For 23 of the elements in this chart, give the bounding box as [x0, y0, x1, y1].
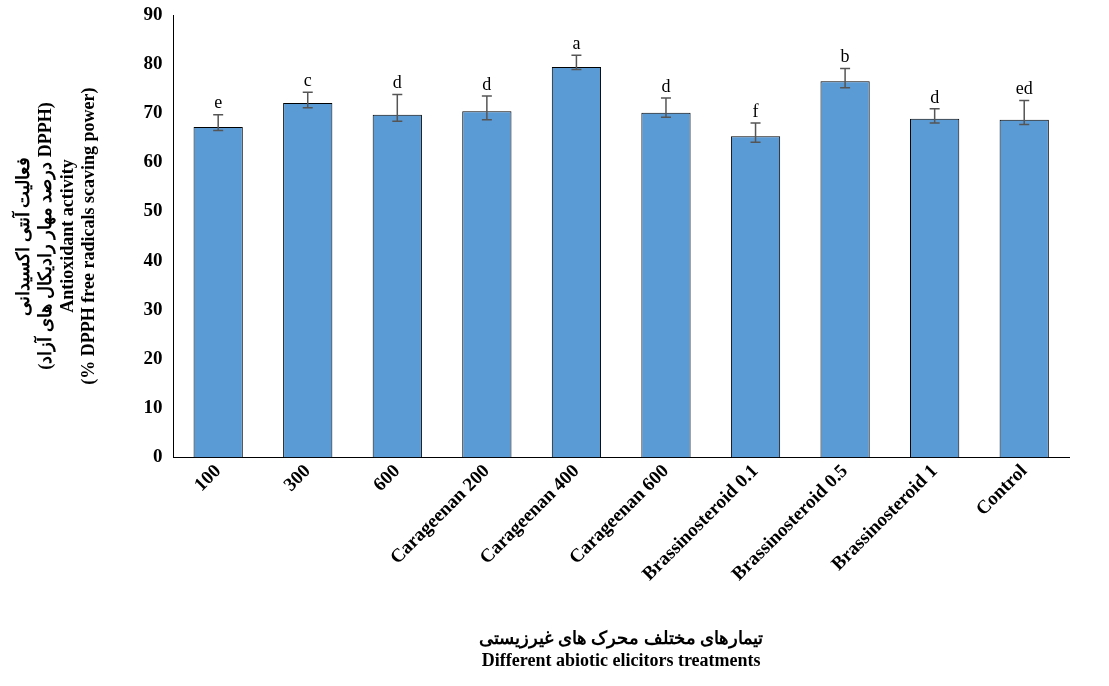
x-tick-label: 100	[189, 459, 225, 495]
y-tick-label: 30	[143, 297, 163, 319]
annotation: d	[392, 72, 402, 93]
y-tick-label: 90	[143, 2, 163, 24]
annotation: a	[572, 33, 581, 54]
x-tick-label: 600	[368, 459, 404, 495]
annotation: b	[840, 46, 850, 67]
y-tick-label: 50	[143, 199, 163, 221]
annotation: d	[482, 73, 492, 94]
x-tick-label: 300	[279, 459, 315, 495]
y-tick-label: 0	[152, 445, 163, 467]
annotation: ed	[1015, 78, 1033, 99]
y-tick-label: 20	[143, 346, 163, 368]
annotation: d	[930, 86, 940, 107]
annotation: d	[661, 75, 671, 96]
y-tick-label: 80	[143, 52, 163, 74]
annotation: c	[303, 69, 312, 90]
y-tick-label: 60	[143, 150, 163, 172]
annotation: f	[752, 100, 759, 121]
y-tick-label: 40	[143, 248, 163, 270]
annotation: e	[214, 92, 223, 113]
y-tick-label: 70	[143, 101, 163, 123]
y-tick-label: 10	[143, 395, 163, 417]
